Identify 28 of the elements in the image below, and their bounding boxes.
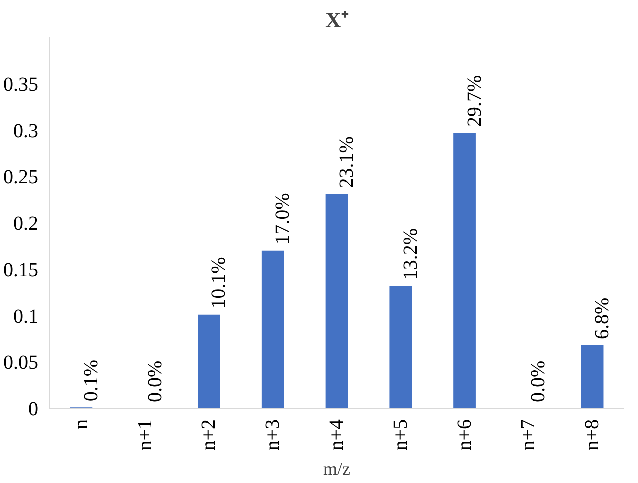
y-tick-label: 0.05 (4, 352, 38, 374)
data-label: 0.1% (80, 360, 102, 402)
x-tick-label: n+2 (198, 420, 220, 451)
y-tick-label: 0.3 (14, 120, 38, 142)
y-tick-label: 0.15 (4, 259, 38, 282)
x-tick-label: n+5 (390, 420, 412, 451)
y-tick-label: 0.1 (14, 306, 38, 328)
data-label: 17.0% (272, 193, 294, 245)
x-tick-label: n+4 (326, 420, 348, 451)
x-tick-label: n+3 (262, 420, 284, 451)
x-tick-label: n+7 (518, 420, 540, 451)
chart-title: X⁺ (326, 8, 350, 32)
y-tick-label: 0.25 (4, 166, 38, 189)
y-tick-label: 0.35 (4, 74, 38, 96)
data-label: 0.0% (528, 360, 550, 402)
data-label: 0.0% (144, 360, 166, 402)
y-tick-label: 0.2 (14, 213, 38, 235)
data-label: 23.1% (336, 136, 358, 188)
data-label: 6.8% (592, 298, 614, 340)
data-label: 29.7% (464, 75, 486, 128)
data-label: 13.2% (400, 228, 422, 280)
data-label: 10.1% (208, 257, 230, 309)
x-tick-label: n+6 (454, 420, 476, 451)
x-axis-title: m/z (324, 458, 351, 479)
x-tick-label: n+8 (582, 420, 604, 451)
x-tick-label: n (70, 420, 92, 430)
x-tick-label: n+1 (134, 420, 156, 451)
y-tick-label: 0 (28, 398, 38, 420)
